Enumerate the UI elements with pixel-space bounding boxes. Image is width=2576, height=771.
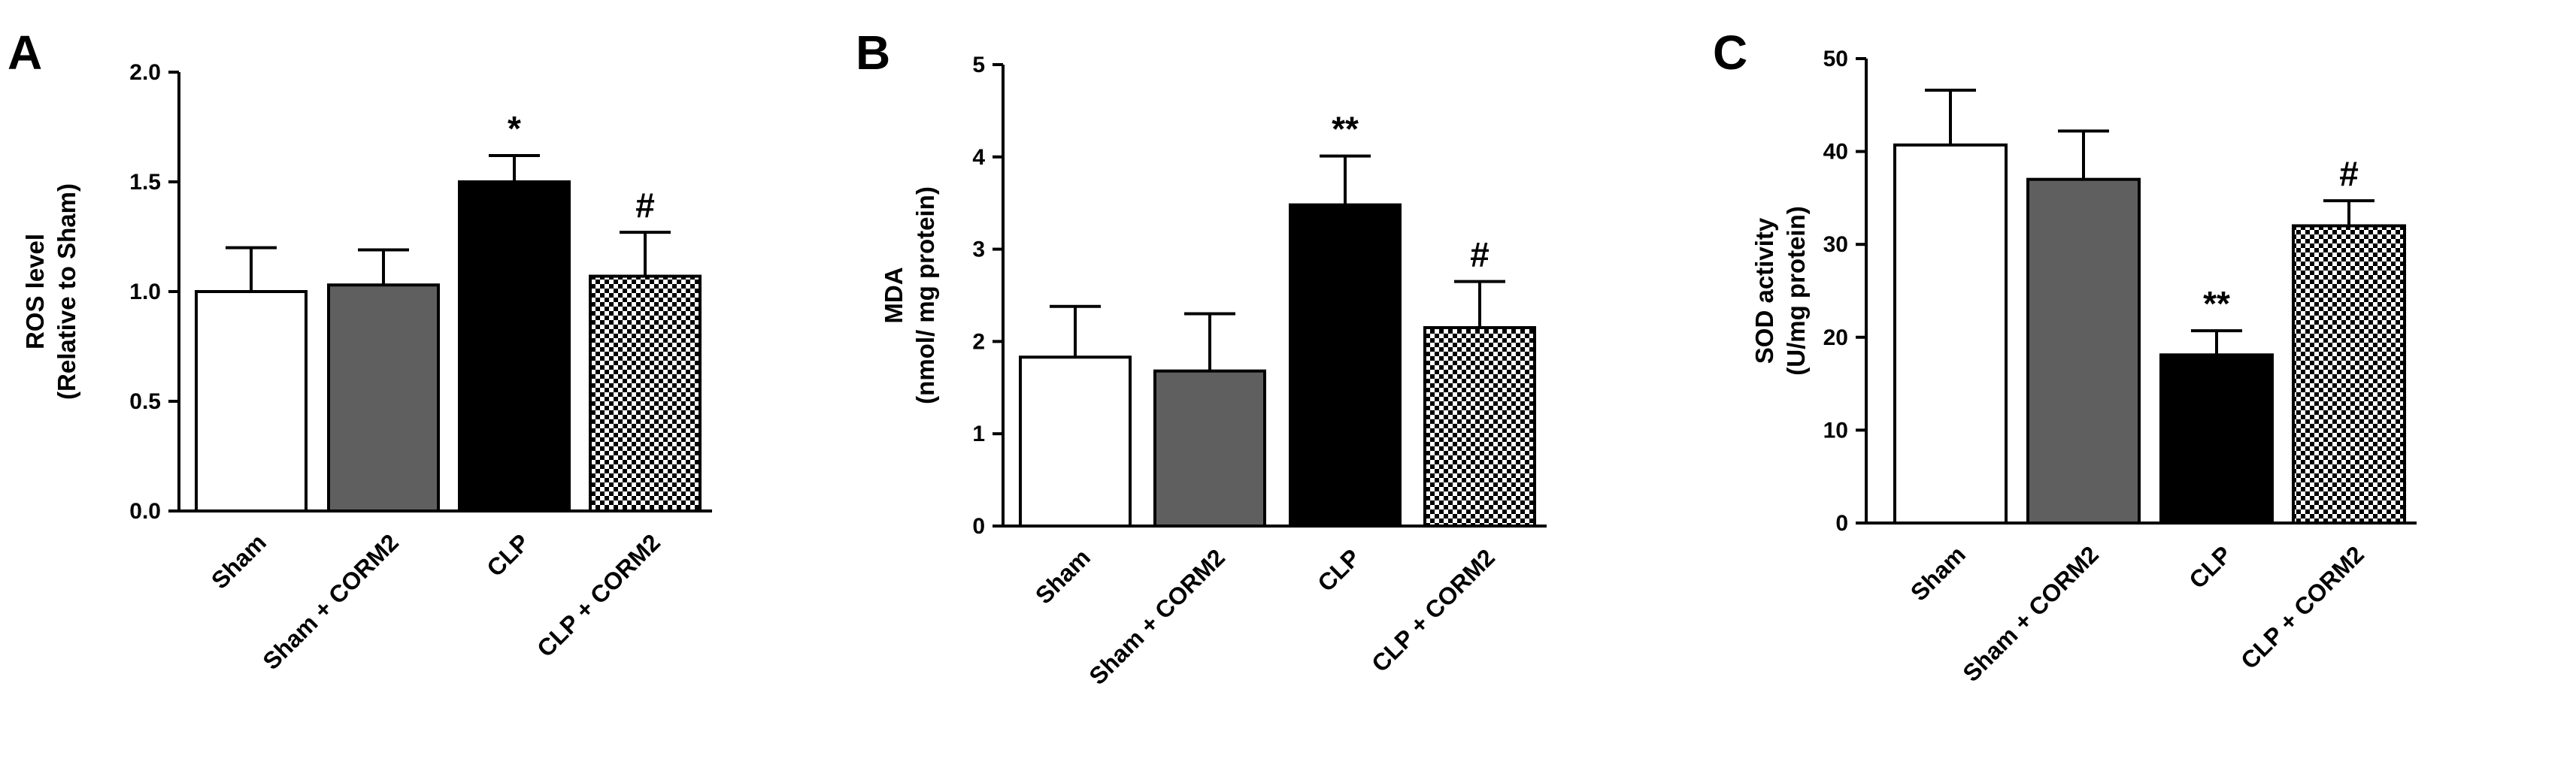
bar bbox=[1019, 355, 1132, 528]
y-tick-label: 1 bbox=[972, 422, 985, 446]
y-axis-title-line-1: MDA bbox=[880, 267, 908, 323]
category-label: Sham + CORM2 bbox=[1083, 543, 1230, 690]
significance-label: # bbox=[2339, 154, 2359, 193]
category-label: Sham + CORM2 bbox=[1957, 540, 2104, 687]
significance-label: ** bbox=[1332, 110, 1359, 149]
bar bbox=[458, 180, 571, 512]
bar bbox=[589, 274, 702, 512]
bar bbox=[195, 290, 308, 512]
category-label: CLP + CORM2 bbox=[1366, 543, 1500, 677]
y-tick-label: 20 bbox=[1823, 325, 1848, 350]
y-axis-title: MDA (nmol/ mg protein) bbox=[880, 186, 939, 404]
y-tick-label: 50 bbox=[1823, 47, 1848, 71]
category-label: Sham bbox=[206, 528, 271, 594]
y-tick-label: 0 bbox=[1835, 511, 1848, 536]
y-axis-title: ROS level (Relative to Sham) bbox=[21, 183, 80, 400]
y-tick-label: 0.5 bbox=[129, 389, 161, 414]
y-tick-label: 10 bbox=[1823, 418, 1848, 443]
y-axis-title-line-1: ROS level bbox=[21, 234, 49, 349]
category-label: Sham + CORM2 bbox=[257, 528, 404, 675]
y-axis-title: SOD activity (U/mg protein) bbox=[1750, 206, 1810, 375]
chart-panel-c: C 0 10 20 30 40 50 SOD activity (U/mg protein) Sh… bbox=[1713, 26, 2417, 687]
significance-label: ** bbox=[2203, 284, 2230, 323]
y-axis-title-line-1: SOD activity bbox=[1750, 217, 1778, 364]
y-tick-label: 0.0 bbox=[129, 499, 161, 524]
panel-letter: A bbox=[8, 26, 42, 80]
category-label: CLP + CORM2 bbox=[532, 528, 665, 662]
bar bbox=[2292, 224, 2406, 525]
bar bbox=[327, 283, 440, 512]
bar bbox=[2026, 177, 2141, 525]
y-tick-label: 1.0 bbox=[129, 280, 161, 304]
bar bbox=[1893, 143, 2008, 525]
y-tick-label: 4 bbox=[972, 145, 985, 170]
bar bbox=[2159, 353, 2274, 525]
y-axis-title-line-2: (U/mg protein) bbox=[1782, 206, 1810, 375]
y-tick-label: 3 bbox=[972, 237, 985, 262]
panels-group: A 0.0 0.5 1.0 1.5 2.0 ROS level (Relative to Sh… bbox=[8, 26, 2417, 690]
significance-label: # bbox=[1470, 235, 1490, 274]
bar bbox=[1423, 325, 1536, 528]
y-tick-label: 2 bbox=[972, 329, 985, 354]
chart-panel-a: A 0.0 0.5 1.0 1.5 2.0 ROS level (Relative to Sh… bbox=[8, 26, 712, 675]
category-label: CLP bbox=[2184, 540, 2237, 594]
category-label: CLP bbox=[481, 528, 535, 582]
y-tick-label: 40 bbox=[1823, 140, 1848, 165]
y-tick-label: 2.0 bbox=[129, 60, 161, 85]
category-label: Sham bbox=[1905, 540, 1971, 606]
panel-letter: B bbox=[856, 26, 890, 80]
category-label: CLP bbox=[1312, 543, 1365, 597]
y-axis-title-line-2: (nmol/ mg protein) bbox=[911, 186, 939, 404]
y-tick-label: 5 bbox=[972, 53, 985, 77]
y-tick-label: 30 bbox=[1823, 232, 1848, 257]
bar bbox=[1289, 203, 1402, 528]
y-axis-title-line-2: (Relative to Sham) bbox=[53, 183, 80, 400]
category-label: Sham bbox=[1030, 543, 1096, 609]
y-tick-label: 1.5 bbox=[129, 170, 161, 195]
significance-label: * bbox=[508, 109, 521, 148]
significance-label: # bbox=[635, 186, 655, 225]
panel-letter: C bbox=[1713, 26, 1747, 80]
bar bbox=[1153, 369, 1266, 528]
y-tick-label: 0 bbox=[972, 514, 985, 539]
category-label: CLP + CORM2 bbox=[2235, 540, 2369, 674]
